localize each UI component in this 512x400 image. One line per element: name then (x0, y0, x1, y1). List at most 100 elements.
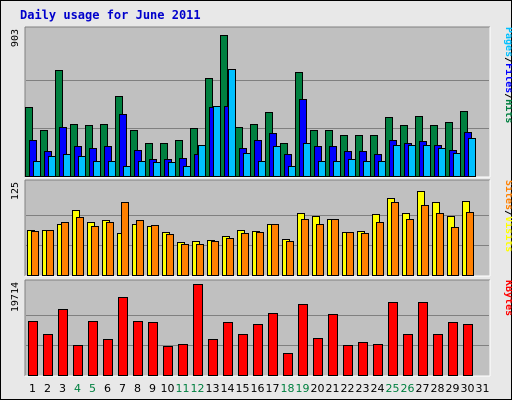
bar-pages-day-20 (318, 161, 326, 177)
bar-kbytes-day-12 (193, 284, 203, 376)
x-label-day-30: 30 (461, 382, 475, 395)
bar-kbytes-day-7 (118, 297, 128, 376)
bar-pages-day-3 (63, 154, 71, 177)
x-label-day-9: 9 (149, 382, 156, 395)
bar-pages-day-22 (348, 159, 356, 177)
x-label-day-12: 12 (191, 382, 205, 395)
y-max-label: 19714 (10, 282, 21, 312)
bar-kbytes-day-23 (358, 342, 368, 376)
bar-kbytes-day-15 (238, 334, 248, 376)
bar-sites-day-4 (76, 217, 84, 276)
x-label-day-7: 7 (119, 382, 126, 395)
bar-sites-day-8 (136, 220, 144, 276)
bar-pages-day-10 (168, 162, 176, 177)
bar-sites-day-17 (271, 224, 279, 276)
bar-kbytes-day-1 (28, 321, 38, 376)
bar-kbytes-day-16 (253, 324, 263, 376)
bar-kbytes-day-29 (448, 322, 458, 376)
bar-kbytes-day-6 (103, 339, 113, 376)
y-max-label: 125 (10, 182, 21, 200)
x-label-day-28: 28 (431, 382, 445, 395)
bar-kbytes-day-5 (88, 321, 98, 376)
legend-item: Visits (503, 216, 512, 252)
bar-kbytes-day-8 (133, 321, 143, 376)
panel-kbytes: 19714 KBytes (10, 279, 512, 377)
bar-sites-day-2 (46, 230, 54, 276)
x-label-day-25: 25 (386, 382, 400, 395)
bar-sites-day-15 (241, 233, 249, 276)
x-label-day-13: 13 (206, 382, 220, 395)
x-label-day-3: 3 (59, 382, 66, 395)
x-axis-labels: 1 2 3 4 5 6 7 8 9 10 11 12 13 14 15 16 17 18 19 20 21 22 23 24 2… (29, 382, 490, 395)
bar-pages-day-23 (363, 161, 371, 177)
bar-pages-day-13 (213, 106, 221, 177)
bar-pages-day-17 (273, 146, 281, 177)
bar-kbytes-day-26 (403, 334, 413, 376)
y-max-label: 903 (10, 29, 21, 47)
bar-sites-day-28 (436, 213, 444, 276)
bar-sites-day-13 (211, 241, 219, 276)
bar-pages-day-12 (198, 145, 206, 177)
legend-item: Pages (503, 27, 512, 57)
bar-kbytes-day-21 (328, 314, 338, 376)
bar-kbytes-day-11 (178, 344, 188, 376)
x-label-day-5: 5 (89, 382, 96, 395)
legend: KBytes (503, 280, 512, 316)
x-label-day-17: 17 (266, 382, 280, 395)
panel-visits-sites: 125 Sites/Visits (10, 179, 512, 277)
bar-sites-day-9 (151, 225, 159, 276)
bar-sites-day-27 (421, 205, 429, 276)
bar-kbytes-day-9 (148, 322, 158, 376)
bar-sites-day-14 (226, 238, 234, 276)
x-label-day-16: 16 (251, 382, 265, 395)
bar-pages-day-24 (378, 161, 386, 177)
bar-pages-day-7 (123, 166, 131, 177)
legend-item: / (503, 210, 512, 216)
bar-pages-day-18 (288, 166, 296, 177)
legend: Pages/Files/Hits (503, 27, 512, 123)
bar-sites-day-18 (286, 241, 294, 276)
bar-pages-day-30 (468, 138, 476, 177)
bar-kbytes-day-14 (223, 322, 233, 376)
bar-sites-day-19 (301, 219, 309, 276)
bar-pages-day-4 (78, 156, 86, 177)
bar-sites-day-25 (391, 202, 399, 276)
x-label-day-26: 26 (401, 382, 415, 395)
legend-item: Sites (503, 180, 512, 210)
bar-sites-day-24 (376, 222, 384, 276)
bar-pages-day-29 (453, 153, 461, 177)
legend-item: KBytes (503, 280, 512, 316)
bar-sites-day-7 (121, 202, 129, 276)
bar-kbytes-day-2 (43, 334, 53, 376)
bar-sites-day-23 (361, 233, 369, 276)
legend: Sites/Visits (503, 180, 512, 252)
bar-kbytes-day-30 (463, 324, 473, 376)
bar-pages-day-21 (333, 161, 341, 177)
bar-kbytes-day-22 (343, 345, 353, 376)
legend-item: Files (503, 63, 512, 93)
bar-sites-day-3 (61, 222, 69, 276)
x-label-day-23: 23 (356, 382, 370, 395)
bar-pages-day-27 (423, 145, 431, 177)
x-label-day-29: 29 (446, 382, 460, 395)
bar-pages-day-14 (228, 69, 236, 177)
x-label-day-6: 6 (104, 382, 111, 395)
panel-hits-files-pages: 903 Pages/Files/Hits (10, 26, 512, 178)
bar-kbytes-day-17 (268, 313, 278, 376)
bar-kbytes-day-3 (58, 309, 68, 376)
bar-pages-day-26 (408, 145, 416, 177)
bar-pages-day-9 (153, 162, 161, 177)
x-label-day-20: 20 (311, 382, 325, 395)
bar-sites-day-11 (181, 244, 189, 276)
bar-sites-day-26 (406, 219, 414, 276)
x-label-day-27: 27 (416, 382, 430, 395)
x-label-day-31: 31 (476, 382, 490, 395)
bar-sites-day-30 (466, 212, 474, 276)
x-label-day-24: 24 (371, 382, 385, 395)
bar-pages-day-11 (183, 166, 191, 177)
x-label-day-2: 2 (44, 382, 51, 395)
bar-kbytes-day-4 (73, 345, 83, 376)
bar-sites-day-1 (31, 231, 39, 276)
bar-pages-day-25 (393, 145, 401, 177)
